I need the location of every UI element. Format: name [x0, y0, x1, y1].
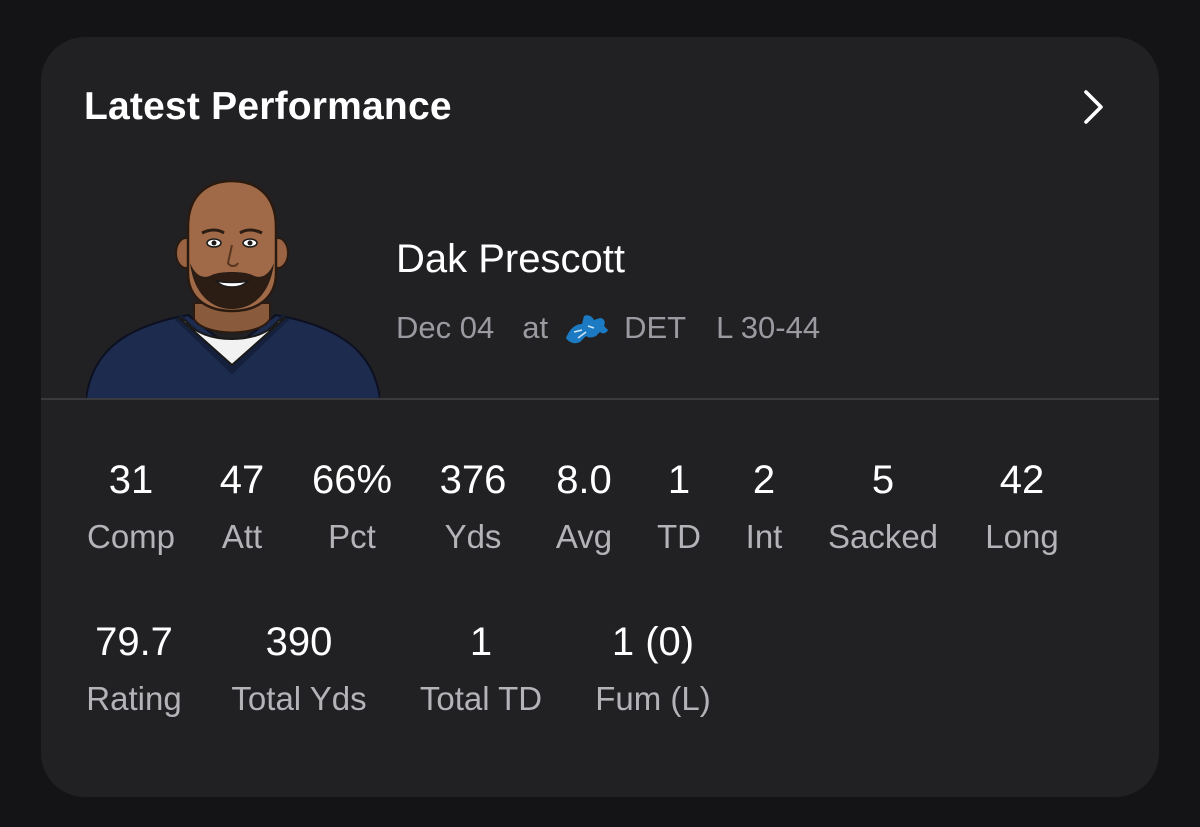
- stat-label: Rating: [86, 680, 182, 717]
- stat-rating: 79.7 Rating: [86, 617, 181, 721]
- stat-total-yds: 390 Total Yds: [231, 617, 366, 721]
- stat-value: 376: [439, 458, 507, 502]
- stat-value: 42: [999, 458, 1045, 502]
- game-result: L 30-44: [716, 310, 821, 345]
- stat-int: 2 Int: [746, 455, 783, 559]
- stat-label: Avg: [555, 518, 613, 555]
- stat-value: 8.0: [556, 458, 612, 502]
- latest-performance-card[interactable]: Latest Performance Dak Prescott Dec 04: [41, 37, 1159, 797]
- stat-label: TD: [657, 518, 701, 555]
- stat-label: Int: [745, 518, 783, 555]
- stat-fum-l: 1 (0) Fum (L): [595, 617, 711, 721]
- stat-pct: 66% Pct: [312, 455, 392, 559]
- stat-label: Pct: [328, 518, 376, 555]
- stat-comp: 31 Comp: [87, 455, 175, 559]
- game-date: Dec 04: [396, 310, 495, 345]
- stat-yds: 376 Yds: [440, 455, 507, 559]
- stat-label: Comp: [86, 518, 176, 555]
- stat-long: 42 Long: [985, 455, 1058, 559]
- stat-td: 1 TD: [657, 455, 701, 559]
- stat-value: 47: [219, 458, 265, 502]
- stat-value: 1: [667, 458, 691, 502]
- stat-value: 31: [108, 458, 154, 502]
- stat-label: Sacked: [827, 518, 939, 555]
- chevron-right-icon[interactable]: [1073, 87, 1113, 127]
- stat-avg: 8.0 Avg: [556, 455, 612, 559]
- stat-total-td: 1 Total TD: [420, 617, 542, 721]
- game-location: at: [522, 310, 549, 345]
- player-avatar: [86, 179, 380, 399]
- stat-value: 5: [871, 458, 895, 502]
- stat-value: 390: [265, 620, 333, 664]
- opponent-abbr: DET: [624, 310, 687, 345]
- stat-value: 1: [469, 620, 493, 664]
- card-title: Latest Performance: [84, 85, 452, 128]
- detroit-lions-logo-icon: [566, 315, 609, 344]
- stat-label: Att: [221, 518, 263, 555]
- game-info: Dec 04 at DET L 30-44: [396, 308, 820, 348]
- stat-value: 2: [752, 458, 776, 502]
- player-name[interactable]: Dak Prescott: [396, 237, 625, 281]
- stat-label: Long: [985, 518, 1059, 555]
- stat-att: 47 Att: [220, 455, 265, 559]
- stat-label: Total Yds: [231, 680, 367, 717]
- stat-value: 79.7: [95, 620, 173, 664]
- stat-sacked: 5 Sacked: [828, 455, 938, 559]
- stat-value: 66%: [311, 458, 393, 502]
- stat-value: 1 (0): [611, 620, 695, 664]
- stat-label: Yds: [444, 518, 502, 555]
- stat-label: Total TD: [419, 680, 543, 717]
- stat-label: Fum (L): [595, 680, 711, 717]
- divider: [41, 398, 1159, 400]
